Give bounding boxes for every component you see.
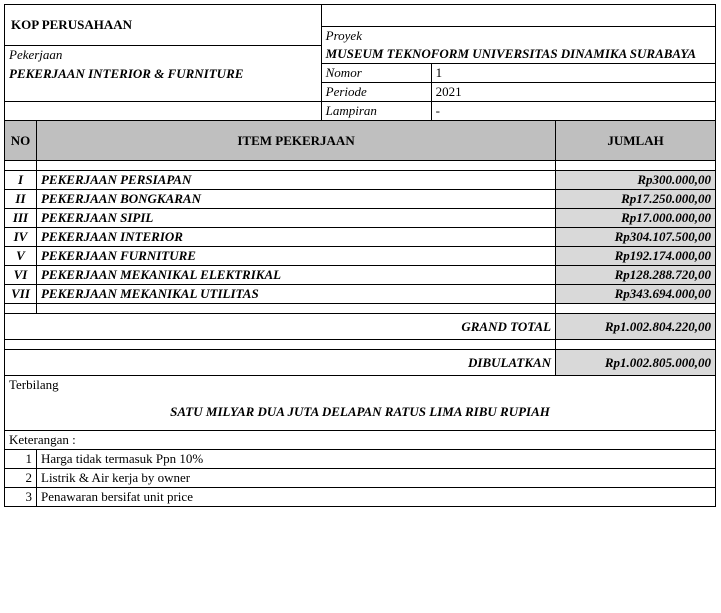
ket-no: 2: [5, 468, 37, 487]
row-item: PEKERJAAN BONGKARAN: [36, 190, 555, 209]
row-amount: Rp343.694.000,00: [556, 285, 716, 304]
table-row: IV PEKERJAAN INTERIOR Rp304.107.500,00: [5, 228, 716, 247]
col-no: NO: [5, 121, 37, 161]
col-jumlah: JUMLAH: [556, 121, 716, 161]
blank-top: [321, 5, 715, 27]
ket-text: Penawaran bersifat unit price: [37, 487, 716, 506]
table-row: II PEKERJAAN BONGKARAN Rp17.250.000,00: [5, 190, 716, 209]
header-table: KOP PERUSAHAAN Proyek Pekerjaan MUSEUM T…: [4, 4, 716, 121]
items-table: NO ITEM PEKERJAAN JUMLAH I PEKERJAAN PER…: [4, 120, 716, 314]
row-amount: Rp128.288.720,00: [556, 266, 716, 285]
row-no: V: [5, 247, 37, 266]
grand-total-label: GRAND TOTAL: [416, 314, 556, 340]
keterangan-label: Keterangan :: [5, 430, 716, 449]
row-no: VI: [5, 266, 37, 285]
proyek-value: MUSEUM TEKNOFORM UNIVERSITAS DINAMIKA SU…: [321, 45, 715, 64]
row-amount: Rp300.000,00: [556, 171, 716, 190]
row-amount: Rp304.107.500,00: [556, 228, 716, 247]
periode-label: Periode: [321, 83, 431, 102]
table-row: III PEKERJAAN SIPIL Rp17.000.000,00: [5, 209, 716, 228]
keterangan-row: 2 Listrik & Air kerja by owner: [5, 468, 716, 487]
terbilang-table: Terbilang SATU MILYAR DUA JUTA DELAPAN R…: [4, 375, 716, 431]
kop-perusahaan: KOP PERUSAHAAN: [5, 5, 322, 46]
dibulatkan-value: Rp1.002.805.000,00: [556, 350, 716, 376]
table-row: V PEKERJAAN FURNITURE Rp192.174.000,00: [5, 247, 716, 266]
pekerjaan-label: Pekerjaan: [5, 45, 322, 64]
row-item: PEKERJAAN PERSIAPAN: [36, 171, 555, 190]
col-item: ITEM PEKERJAAN: [36, 121, 555, 161]
row-no: I: [5, 171, 37, 190]
row-amount: Rp17.250.000,00: [556, 190, 716, 209]
table-row: I PEKERJAAN PERSIAPAN Rp300.000,00: [5, 171, 716, 190]
row-amount: Rp17.000.000,00: [556, 209, 716, 228]
lampiran-label: Lampiran: [321, 102, 431, 121]
keterangan-row: 1 Harga tidak termasuk Ppn 10%: [5, 449, 716, 468]
nomor-label: Nomor: [321, 64, 431, 83]
row-no: III: [5, 209, 37, 228]
table-row: VI PEKERJAAN MEKANIKAL ELEKTRIKAL Rp128.…: [5, 266, 716, 285]
proyek-label: Proyek: [321, 27, 715, 46]
row-no: VII: [5, 285, 37, 304]
keterangan-table: Keterangan : 1 Harga tidak termasuk Ppn …: [4, 430, 716, 507]
grand-total-value: Rp1.002.804.220,00: [556, 314, 716, 340]
ket-no: 3: [5, 487, 37, 506]
row-no: IV: [5, 228, 37, 247]
ket-text: Harga tidak termasuk Ppn 10%: [37, 449, 716, 468]
rounded-table: DIBULATKAN Rp1.002.805.000,00: [4, 349, 716, 376]
totals-table: GRAND TOTAL Rp1.002.804.220,00: [4, 313, 716, 340]
row-item: PEKERJAAN SIPIL: [36, 209, 555, 228]
terbilang-value: SATU MILYAR DUA JUTA DELAPAN RATUS LIMA …: [5, 394, 716, 430]
spacer-row: [5, 161, 716, 171]
row-no: II: [5, 190, 37, 209]
table-header-row: NO ITEM PEKERJAAN JUMLAH: [5, 121, 716, 161]
table-row: VII PEKERJAAN MEKANIKAL UTILITAS Rp343.6…: [5, 285, 716, 304]
pekerjaan-value: PEKERJAAN INTERIOR & FURNITURE: [5, 64, 322, 102]
terbilang-label: Terbilang: [5, 376, 716, 395]
nomor-value: 1: [431, 64, 715, 83]
periode-value: 2021: [431, 83, 715, 102]
dibulatkan-label: DIBULATKAN: [416, 350, 556, 376]
row-item: PEKERJAAN FURNITURE: [36, 247, 555, 266]
row-amount: Rp192.174.000,00: [556, 247, 716, 266]
keterangan-row: 3 Penawaran bersifat unit price: [5, 487, 716, 506]
lampiran-value: -: [431, 102, 715, 121]
row-item: PEKERJAAN MEKANIKAL UTILITAS: [36, 285, 555, 304]
row-item: PEKERJAAN MEKANIKAL ELEKTRIKAL: [36, 266, 555, 285]
row-item: PEKERJAAN INTERIOR: [36, 228, 555, 247]
ket-no: 1: [5, 449, 37, 468]
spacer-row: [5, 304, 716, 314]
ket-text: Listrik & Air kerja by owner: [37, 468, 716, 487]
